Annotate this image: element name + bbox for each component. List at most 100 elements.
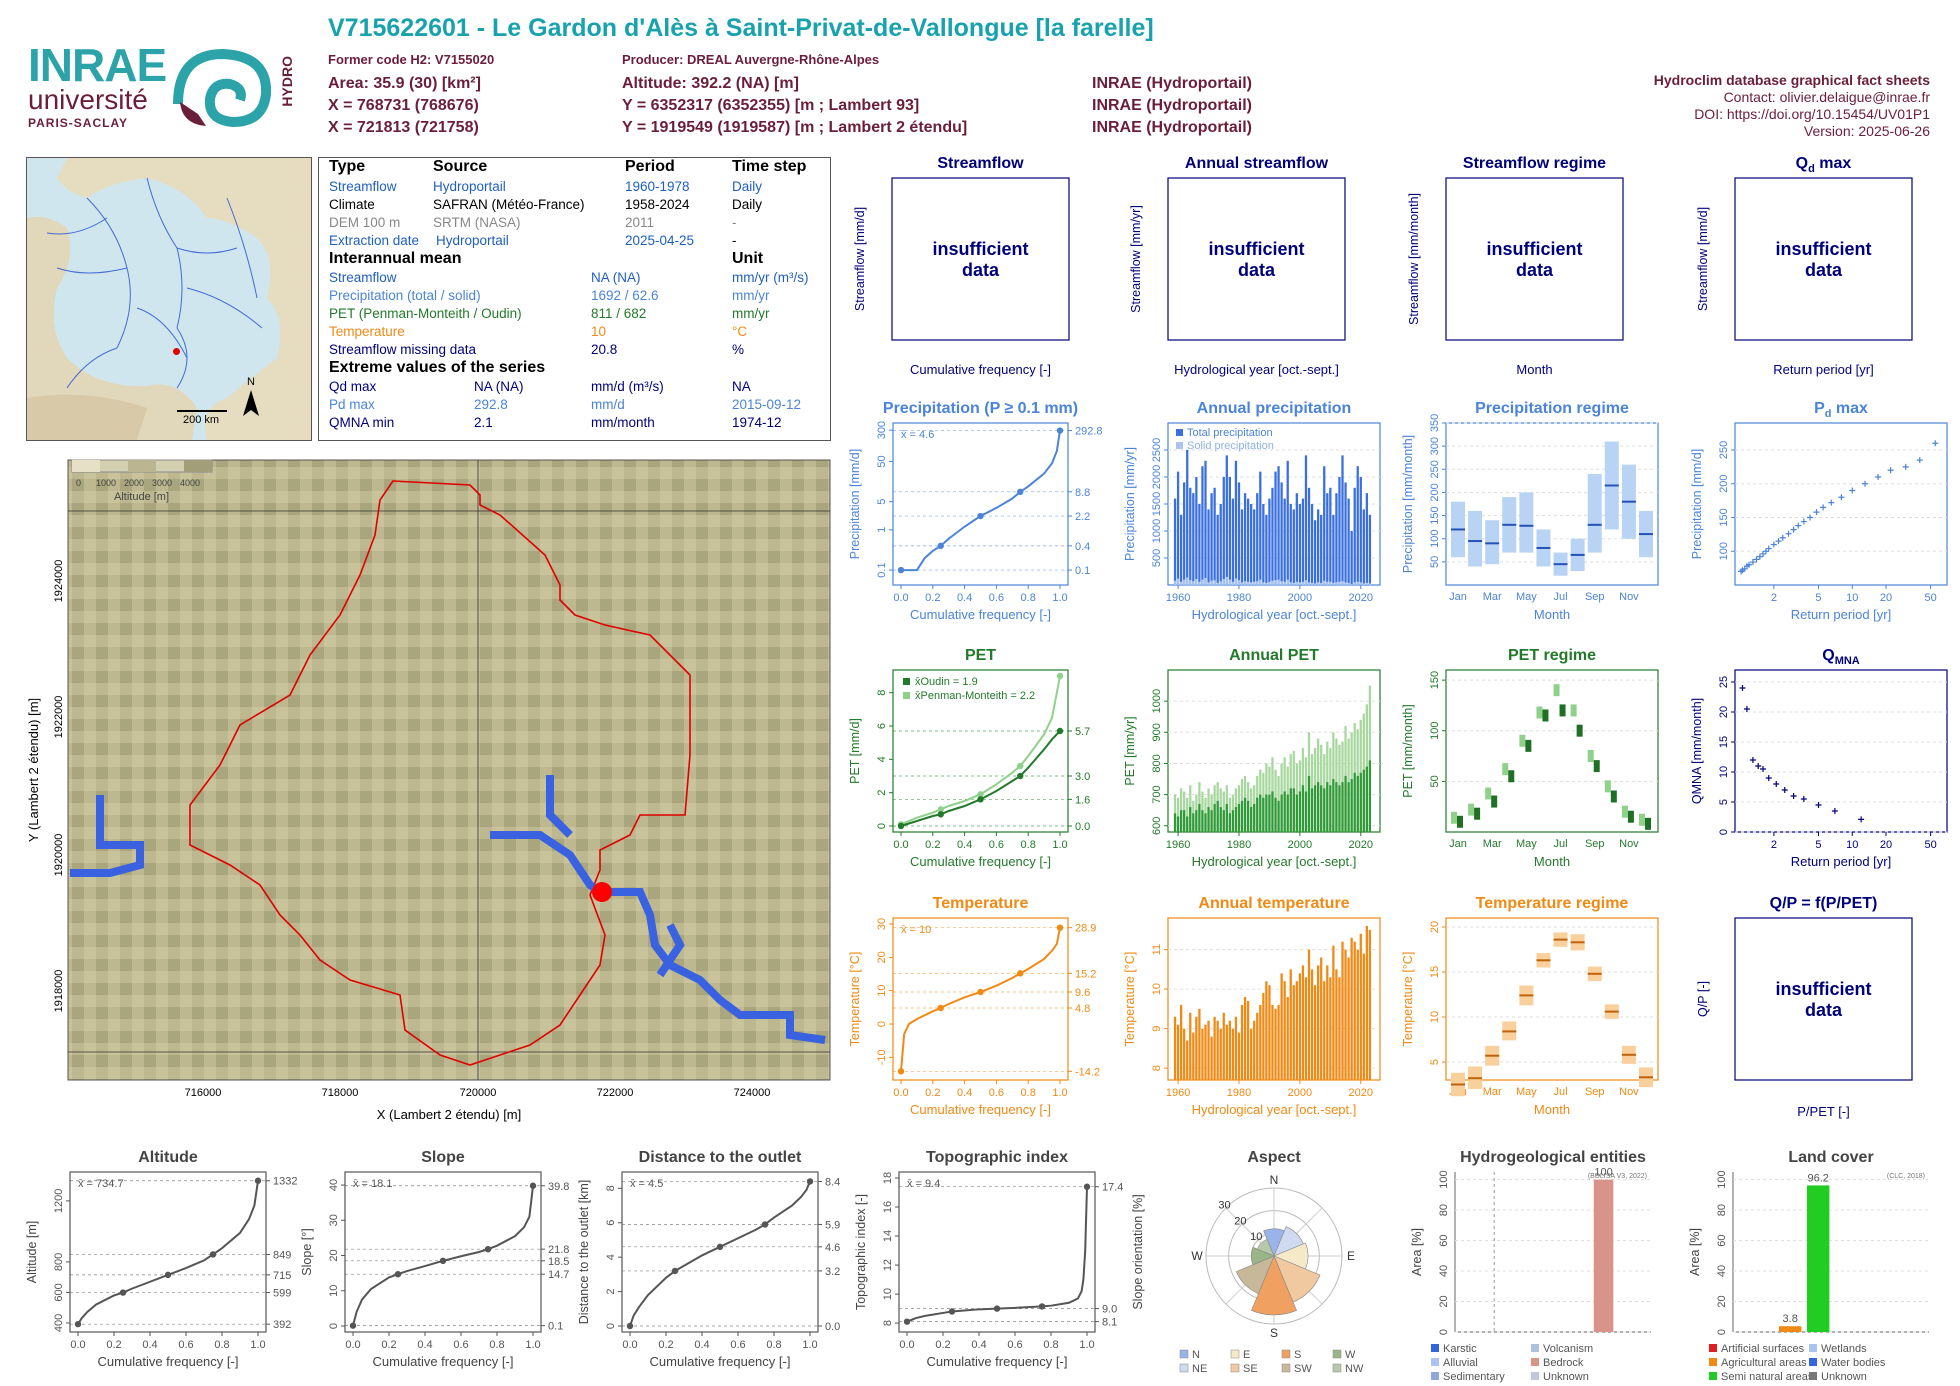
qd_max-frame bbox=[1734, 177, 1913, 341]
annual_precip-xtick-label: 2020 bbox=[1349, 592, 1373, 604]
annual-pet-oudin-bar bbox=[1216, 800, 1219, 832]
annual_precip-solid-bar bbox=[1362, 583, 1365, 585]
streamflow-xlabel: Cumulative frequency [-] bbox=[910, 362, 1051, 377]
land_cover-legend-label: Artificial surfaces bbox=[1721, 1343, 1805, 1355]
mean-precip-unit: mm/yr bbox=[732, 288, 770, 303]
qp_ppet-chart: Q/P = f(P/PET) P/PET [-] Q/P [-] insufficie… bbox=[1696, 895, 1913, 1119]
distance_outlet-right-tick-label: 5.9 bbox=[825, 1219, 840, 1231]
hydrogeology-ytick-label: 60 bbox=[1438, 1234, 1450, 1246]
annual_temperature-bar bbox=[1283, 981, 1286, 1080]
pet-oudin-curve-quantile-point bbox=[1056, 727, 1064, 735]
scale-bar bbox=[177, 410, 227, 412]
annual_temperature-xtick-label: 1980 bbox=[1227, 1087, 1251, 1099]
aspect-dir-n: N bbox=[1270, 1173, 1279, 1187]
annual_precip-solid-bar bbox=[1350, 583, 1353, 585]
annual_precip-solid-bar bbox=[1283, 581, 1286, 585]
annual_precip-solid-bar bbox=[1189, 580, 1192, 585]
annual-pet-oudin-bar bbox=[1240, 800, 1244, 832]
qmna-ytick-label: 5 bbox=[1718, 799, 1730, 805]
aspect-legend-label: W bbox=[1345, 1349, 1356, 1361]
annual_precip-bar bbox=[1347, 498, 1350, 585]
annual_precip-solid-bar bbox=[1201, 579, 1204, 585]
annual-precip-legend-total-swatch bbox=[1176, 429, 1183, 436]
hydrogeology-legend-swatch bbox=[1431, 1358, 1439, 1366]
annual_pet-ylabel: PET [mm/yr] bbox=[1123, 716, 1137, 785]
precip_regime-xtick-label: May bbox=[1516, 591, 1537, 603]
pet-regime-penman-box bbox=[1604, 780, 1611, 793]
precip_regime-ytick-label: 150 bbox=[1429, 506, 1441, 524]
annual_precip-solid-bar bbox=[1286, 579, 1289, 585]
annual-pet-oudin-bar bbox=[1359, 772, 1362, 832]
qmna-point bbox=[1800, 796, 1807, 802]
precip_regime-ytick-label: 100 bbox=[1429, 530, 1441, 548]
slope-curve-quantile-point bbox=[484, 1245, 492, 1253]
streamflow-ylabel: Streamflow [mm/d] bbox=[853, 207, 867, 311]
annual-pet-oudin-bar bbox=[1292, 788, 1295, 832]
annual-pet-oudin-bar bbox=[1271, 791, 1274, 832]
temperature-curve-quantile-point bbox=[1056, 924, 1064, 931]
annual-pet-oudin-bar bbox=[1259, 794, 1262, 832]
topographic_index-xtick-label: 1.0 bbox=[1079, 1339, 1094, 1351]
annual-pet-oudin-bar bbox=[1225, 803, 1228, 832]
distance_outlet-right-tick-label: 0.0 bbox=[825, 1321, 840, 1333]
distance_outlet-xtick-label: 0.2 bbox=[658, 1339, 673, 1351]
aspect-dir-s: S bbox=[1270, 1326, 1278, 1340]
qmna-point bbox=[1760, 766, 1767, 772]
pd_max-point bbox=[1800, 518, 1807, 525]
distance_outlet-curve-quantile-point bbox=[761, 1221, 769, 1228]
pet-legend-oudin-swatch bbox=[903, 678, 910, 685]
annual_temperature-bar bbox=[1265, 981, 1268, 1080]
land_cover-bar-1 bbox=[1779, 1326, 1802, 1332]
land_cover-legend-label: Unknown bbox=[1821, 1371, 1867, 1383]
altitude-right-tick-label: 715 bbox=[273, 1270, 291, 1282]
precip_regime-xtick-label: Jul bbox=[1554, 591, 1568, 603]
x-lambert2: X = 721813 (721758) bbox=[328, 119, 479, 136]
annual_pet-ytick-label: 1000 bbox=[1151, 689, 1163, 713]
annual_precip-bar bbox=[1256, 493, 1259, 585]
mean-pet-unit: mm/yr bbox=[732, 306, 770, 321]
hydro-logo-icon bbox=[173, 48, 272, 128]
annual_precip-bar bbox=[1301, 498, 1305, 585]
annual-pet-oudin-bar bbox=[1301, 785, 1305, 832]
temperature-ytick-label: 30 bbox=[876, 918, 888, 930]
streamflow_regime-frame bbox=[1445, 177, 1624, 341]
qp_ppet-message-1: insufficient bbox=[1775, 979, 1871, 999]
legend-tick-2: 2000 bbox=[124, 478, 144, 488]
annual_precip-solid-bar bbox=[1256, 581, 1259, 585]
streamflow_regime-message-2: data bbox=[1516, 260, 1554, 280]
annual_precip-solid-bar bbox=[1326, 581, 1329, 585]
legend-tick-3: 3000 bbox=[152, 478, 172, 488]
row-streamflow-type: Streamflow bbox=[329, 179, 397, 194]
row-extraction-period: 2025-04-25 bbox=[625, 233, 695, 248]
annual_precip-solid-bar bbox=[1204, 577, 1207, 585]
annual_temperature-bar bbox=[1228, 1020, 1231, 1080]
pet-regime-oudin-box bbox=[1491, 795, 1498, 808]
annual-pet-oudin-bar bbox=[1222, 810, 1225, 832]
annual-pet-oudin-bar bbox=[1307, 775, 1311, 832]
annual_temperature-bar bbox=[1198, 1008, 1201, 1080]
slope-frame bbox=[344, 1171, 542, 1333]
land_cover-ytick-label: 60 bbox=[1716, 1234, 1728, 1246]
aspect-legend-swatch bbox=[1281, 1349, 1291, 1359]
annual_precip-solid-bar bbox=[1295, 581, 1298, 585]
pet-regime-oudin-box bbox=[1525, 739, 1532, 752]
temperature-right-tick-label: 28.9 bbox=[1075, 923, 1096, 935]
slope-curve-quantile-point bbox=[394, 1271, 402, 1278]
precip-curve-quantile-point bbox=[977, 512, 984, 520]
row-streamflow-source: Hydroportail bbox=[433, 179, 506, 194]
land_cover-legend-swatch bbox=[1809, 1358, 1817, 1366]
distance_outlet-xlabel: Cumulative frequency [-] bbox=[650, 1354, 791, 1369]
distance_outlet-ytick-label: 0 bbox=[605, 1323, 617, 1329]
annual_precip-solid-bar bbox=[1219, 581, 1222, 585]
pet-regime-penman-box bbox=[1570, 704, 1577, 717]
aspect-legend-swatch bbox=[1230, 1349, 1240, 1359]
pet_regime-xtick-label: Jan bbox=[1449, 838, 1467, 850]
annual-pet-oudin-bar bbox=[1365, 766, 1369, 832]
pd_max-point bbox=[1785, 530, 1792, 537]
land_cover-legend-label: Water bodies bbox=[1821, 1357, 1886, 1369]
annual-pet-oudin-bar bbox=[1246, 800, 1250, 832]
altitude-xtick-label: 0.2 bbox=[106, 1339, 121, 1351]
annual_precip-solid-bar bbox=[1237, 580, 1241, 585]
topographic_index-chart: Topographic index Cumulative frequency [-… bbox=[854, 1149, 1123, 1369]
